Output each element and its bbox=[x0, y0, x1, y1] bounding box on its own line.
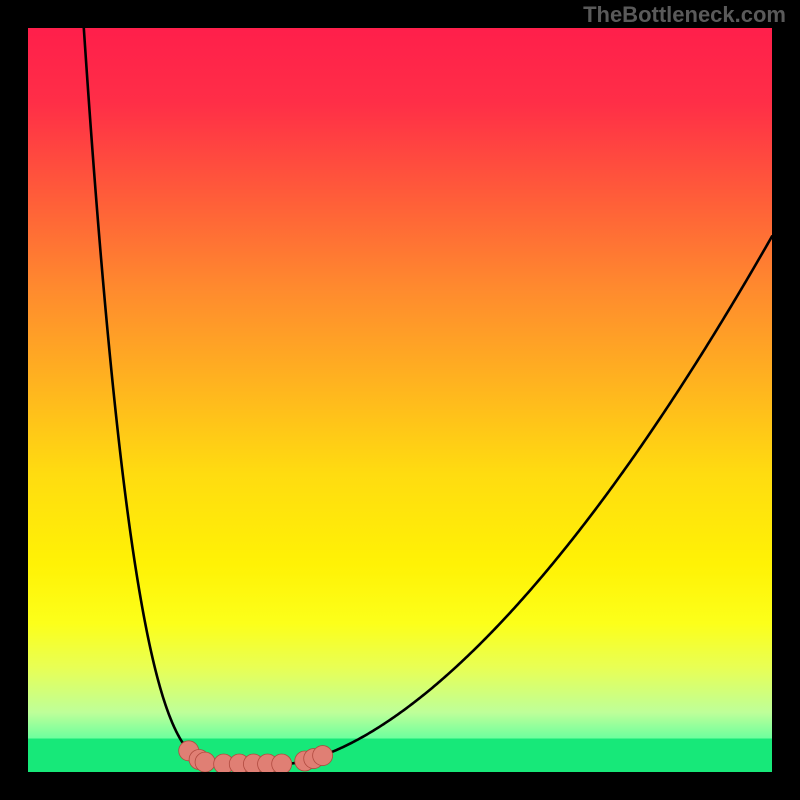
green-optimal-band bbox=[28, 739, 772, 772]
chart-gradient-background bbox=[28, 28, 772, 772]
watermark-text: TheBottleneck.com bbox=[583, 2, 786, 27]
curve-marker bbox=[272, 754, 292, 774]
bottleneck-chart: TheBottleneck.com bbox=[0, 0, 800, 800]
curve-marker bbox=[313, 746, 333, 766]
curve-marker bbox=[195, 752, 215, 772]
